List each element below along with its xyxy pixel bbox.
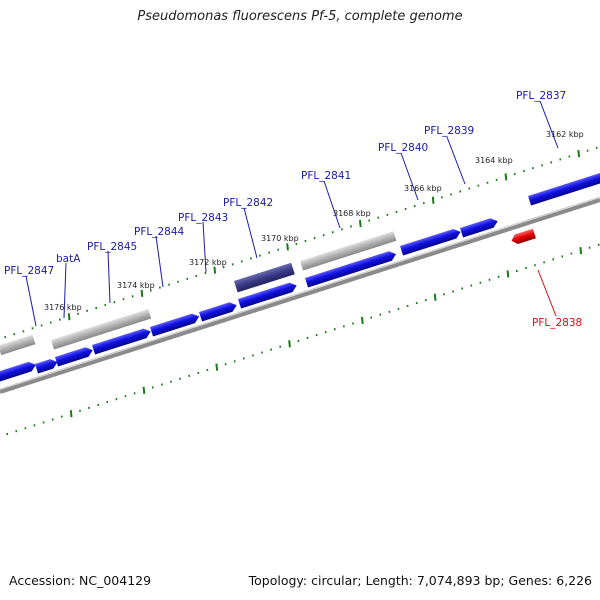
scale-label: 3172 kbp [189,258,227,267]
cds-pfl-2838[interactable] [510,228,536,246]
major-tick [215,363,219,371]
scale-label: 3168 kbp [333,209,371,218]
outer-scale-ticks [4,146,598,339]
cds-pfl-2844[interactable] [150,312,201,337]
major-tick [288,340,291,348]
cds-pfl-2843[interactable] [199,300,238,322]
cds-pfl-2841[interactable] [305,249,398,288]
major-tick [431,196,435,204]
gray-feature-pfl-2841[interactable] [300,231,397,271]
label-leaders [25,100,559,327]
gene-label: PFL_2840 [378,142,428,154]
scale-label: 3166 kbp [404,184,442,193]
major-tick [213,266,217,274]
gene-label: PFL_2841 [301,170,351,182]
gene-label: PFL_2843 [178,212,228,224]
cds-pfl-2837[interactable] [528,170,600,206]
major-tick [361,316,364,325]
cds-batA-2[interactable] [55,345,94,367]
scale-labels: 3176 kbp 3174 kbp 3172 kbp 3170 kbp 3168… [44,130,584,312]
gene-label: PFL_2847 [4,265,54,277]
cds-pfl-2845[interactable] [92,327,152,355]
gene-labels: PFL_2847 batA PFL_2845 PFL_2844 PFL_2843… [4,90,582,329]
major-tick [577,150,581,158]
major-tick [504,173,508,181]
cds-pfl-2839[interactable] [460,216,499,238]
scale-label: 3164 kbp [475,156,513,165]
gene-label: PFL_2845 [87,241,137,253]
dark-feature-pfl-2842[interactable] [234,262,295,293]
major-tick [286,243,289,251]
scale-label: 3170 kbp [261,234,299,243]
accession-text: Accession: NC_004129 [9,573,152,588]
gene-label: PFL_2839 [424,125,474,137]
cds-pfl-2842[interactable] [238,281,298,309]
major-tick [140,289,144,298]
genome-backbone [0,196,600,394]
genome-stats-text: Topology: circular; Length: 7,074,893 bp… [248,573,592,588]
major-tick [142,386,146,395]
gray-feature-batA[interactable] [50,308,152,350]
gray-feature-1[interactable] [0,334,36,356]
cds-pfl-2840[interactable] [400,227,462,256]
major-tick [359,219,362,228]
major-tick [69,410,73,418]
cds-batA-1[interactable] [35,357,59,374]
scale-label: 3174 kbp [117,281,155,290]
major-tick [433,293,437,301]
map-title: Pseudomonas fluorescens Pf-5, complete g… [137,9,463,24]
scale-label: 3176 kbp [44,303,82,312]
major-tick [579,247,583,255]
gene-label: batA [56,253,81,265]
major-tick [67,313,71,321]
gene-label: PFL_2842 [223,197,273,209]
inner-scale-ticks [6,243,600,436]
cds-pfl-2847[interactable] [0,360,37,382]
gene-label: PFL_2844 [134,226,185,238]
major-tick [506,270,510,278]
gene-label: PFL_2838 [532,317,582,329]
scale-label: 3162 kbp [546,130,584,139]
gene-label: PFL_2837 [516,90,566,102]
